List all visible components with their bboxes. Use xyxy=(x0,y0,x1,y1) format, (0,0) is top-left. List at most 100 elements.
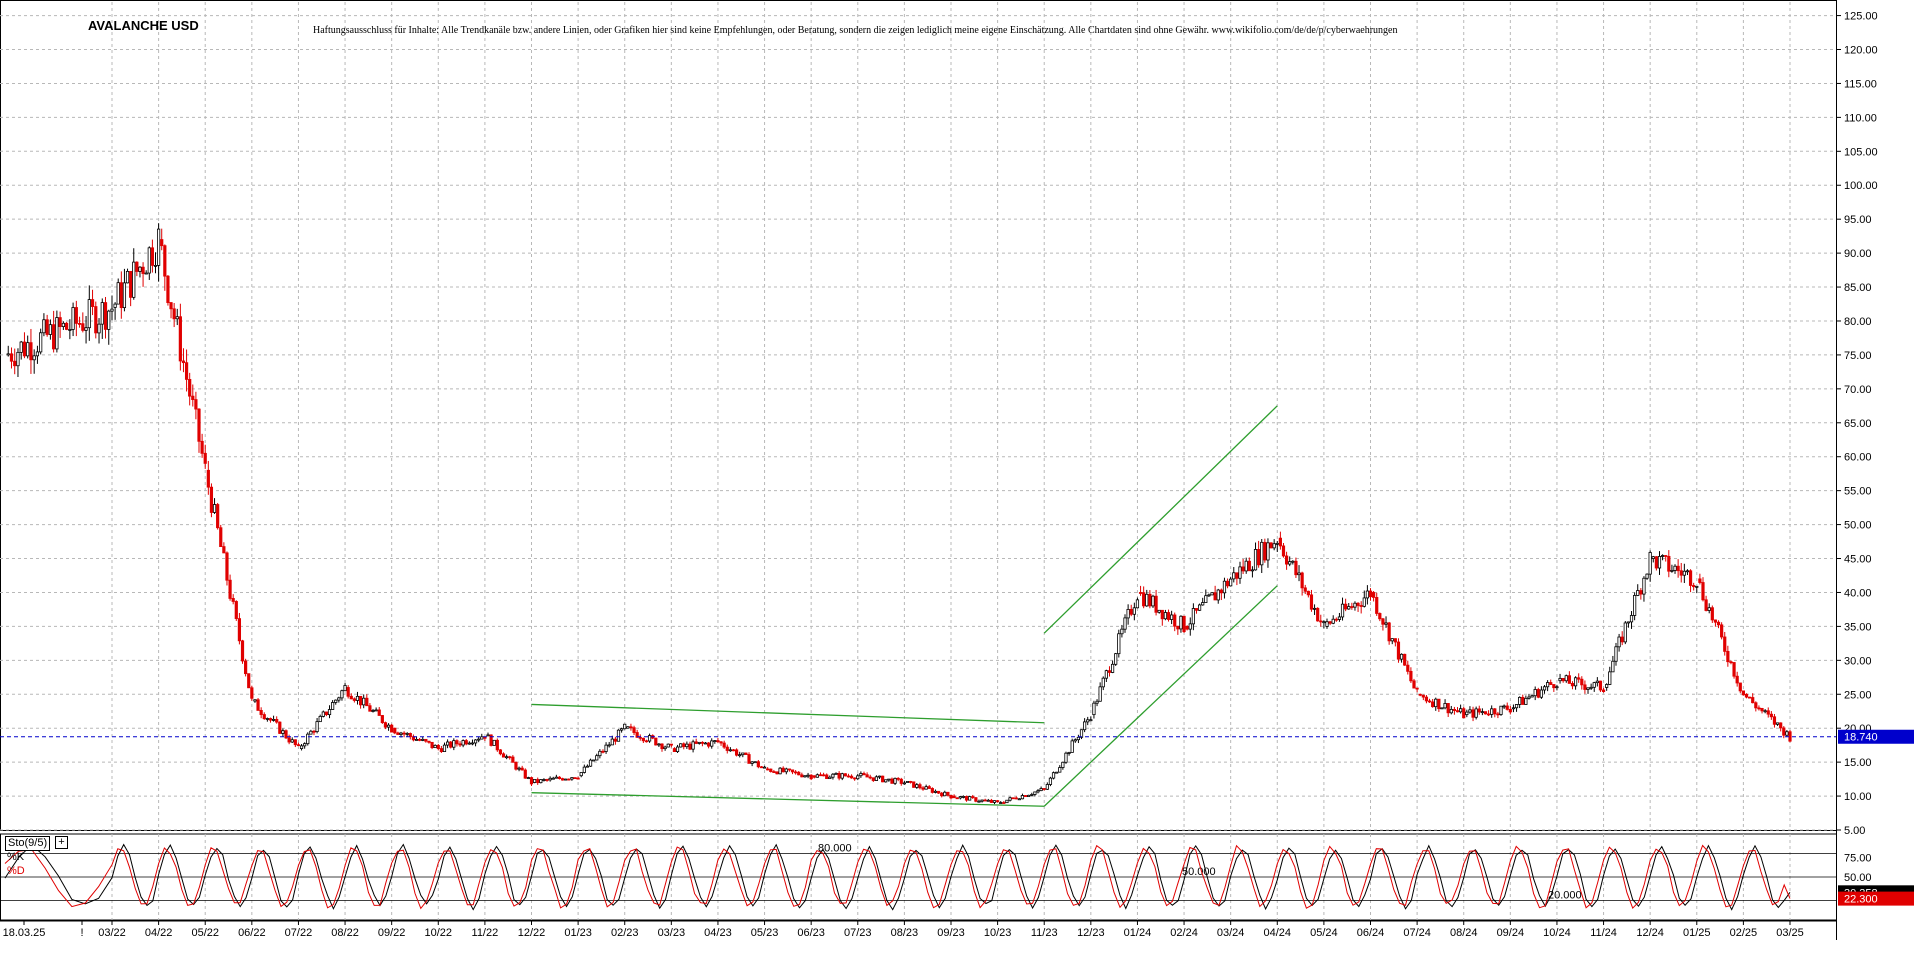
y-tick-label: 55.00 xyxy=(1844,486,1872,498)
y-tick-label: 90.00 xyxy=(1844,248,1872,260)
candle-body xyxy=(1692,585,1696,588)
candle-body xyxy=(9,353,14,362)
candle-body xyxy=(1729,661,1733,664)
candle-body xyxy=(1626,621,1631,624)
sto-last-marker xyxy=(1838,891,1914,906)
candle-body xyxy=(22,341,27,357)
candle-body xyxy=(1294,560,1298,576)
candle-body xyxy=(181,360,186,364)
candle-body xyxy=(1135,599,1140,609)
candle-body xyxy=(160,239,164,247)
candle-body xyxy=(421,738,425,741)
candle-body xyxy=(1493,708,1497,715)
indicator-label-stochastic[interactable]: Sto(9/5) xyxy=(5,836,51,851)
candle-body xyxy=(955,797,959,800)
candle-body xyxy=(1713,619,1718,623)
candle-body xyxy=(685,743,689,748)
candle-body xyxy=(1368,590,1373,598)
indicator-add-icon[interactable]: + xyxy=(55,836,68,849)
candle-body xyxy=(1549,682,1553,685)
candle-body xyxy=(1664,555,1668,557)
candle-body xyxy=(498,749,503,755)
candle-body xyxy=(1539,689,1544,698)
candle-body xyxy=(1598,680,1603,691)
candle-body xyxy=(1766,710,1770,715)
candle-body xyxy=(1564,675,1568,682)
candle-body xyxy=(999,802,1003,804)
candle-body xyxy=(828,776,832,780)
candle-body xyxy=(278,721,282,734)
candle-body xyxy=(427,740,431,743)
candle-body xyxy=(1636,590,1640,596)
candle-body xyxy=(753,761,757,764)
candle-body xyxy=(1020,795,1025,800)
candle-body xyxy=(1552,684,1556,689)
candle-body xyxy=(927,786,931,789)
candle-body xyxy=(100,302,104,325)
candle-body xyxy=(1331,618,1335,624)
candle-body xyxy=(775,771,779,775)
candle-body xyxy=(1297,572,1301,576)
candle-body xyxy=(209,486,214,513)
candle-body xyxy=(697,741,701,744)
candle-body xyxy=(445,741,450,746)
candle-body xyxy=(1036,790,1040,793)
candle-body xyxy=(212,504,217,513)
candle-body xyxy=(371,710,375,712)
y-tick-label: 105.00 xyxy=(1844,146,1878,158)
candle-body xyxy=(1002,802,1006,804)
candle-body xyxy=(1039,788,1043,792)
trendline-rise-lower xyxy=(1043,585,1278,807)
candle-body xyxy=(1319,620,1323,623)
candle-body xyxy=(1754,702,1758,709)
candle-body xyxy=(1347,606,1351,610)
candle-body xyxy=(961,796,966,798)
candle-body xyxy=(1449,709,1453,714)
candle-body xyxy=(1732,662,1736,677)
candle-body xyxy=(1160,609,1164,620)
candle-body xyxy=(1089,719,1093,722)
candle-body xyxy=(113,303,117,308)
candle-body xyxy=(1384,622,1388,625)
candle-body xyxy=(1431,701,1435,708)
candle-body xyxy=(1403,653,1407,666)
candle-body xyxy=(1707,607,1711,611)
candle-body xyxy=(598,750,602,757)
candle-body xyxy=(343,685,347,692)
candle-body xyxy=(318,715,322,723)
candle-body xyxy=(480,736,484,740)
candle-body xyxy=(433,744,437,749)
candle-body xyxy=(1409,670,1413,682)
candle-body xyxy=(716,740,720,743)
candle-body xyxy=(408,733,412,738)
candle-body xyxy=(309,730,313,735)
candle-body xyxy=(1176,625,1180,630)
candle-body xyxy=(1483,711,1488,715)
candle-body xyxy=(1505,705,1509,710)
candle-body xyxy=(856,775,860,780)
candle-body xyxy=(188,379,192,397)
sto-level-label: 20.000 xyxy=(1548,889,1582,901)
candle-body xyxy=(1154,595,1158,613)
candle-body xyxy=(700,741,705,744)
candle-body xyxy=(1300,572,1304,589)
candle-body xyxy=(974,797,978,802)
candle-body xyxy=(13,360,17,367)
candle-body xyxy=(377,709,381,716)
y-tick-label: 110.00 xyxy=(1844,112,1877,124)
candle-body xyxy=(65,322,69,330)
candle-body xyxy=(1148,593,1152,607)
candle-body xyxy=(1219,589,1223,594)
candle-body xyxy=(1045,784,1049,790)
candle-body xyxy=(1033,791,1037,795)
candle-body xyxy=(296,744,301,747)
candle-body xyxy=(1645,573,1649,579)
candle-body xyxy=(362,697,366,706)
candle-body xyxy=(1418,693,1422,696)
candle-body xyxy=(992,800,997,803)
candle-body xyxy=(228,579,232,599)
candle-body xyxy=(679,743,683,748)
y-tick-label: 85.00 xyxy=(1844,282,1872,294)
candle-body xyxy=(1104,670,1108,679)
